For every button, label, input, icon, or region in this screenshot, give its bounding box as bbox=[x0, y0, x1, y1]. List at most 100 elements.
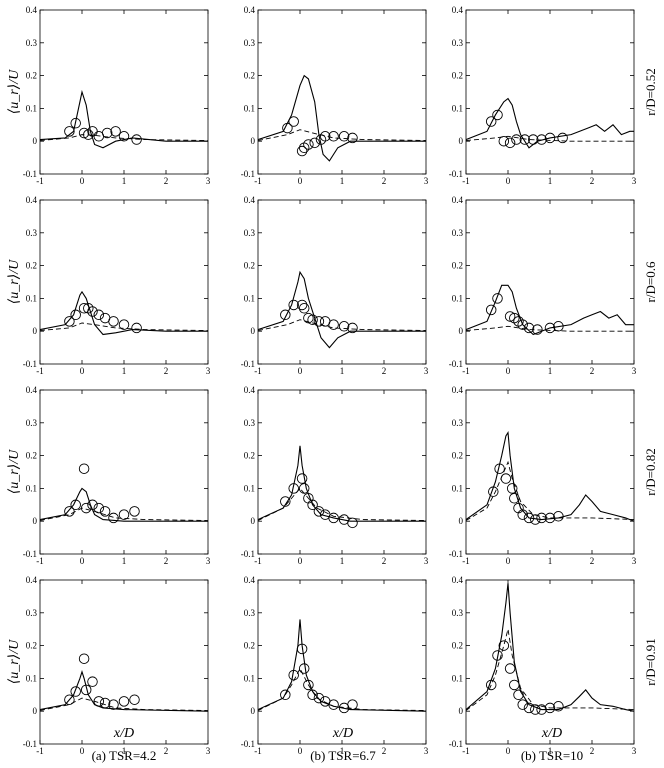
plot-frame bbox=[465, 579, 635, 745]
x-tick-label: 0 bbox=[298, 176, 303, 186]
x-tick-label: 0 bbox=[506, 176, 511, 186]
column-caption-2: (b) TSR=6.7 bbox=[310, 748, 376, 763]
measurement-marker bbox=[78, 463, 90, 474]
measurement-marker bbox=[536, 512, 547, 524]
x-tick-label: 2 bbox=[164, 556, 169, 566]
x-tick-label: 1 bbox=[548, 556, 553, 566]
x-tick-label: 3 bbox=[206, 556, 211, 566]
measurement-marker bbox=[87, 126, 98, 137]
x-tick-label: 1 bbox=[340, 556, 345, 566]
solid-series-line bbox=[466, 430, 634, 522]
measurement-marker bbox=[131, 322, 142, 334]
plot-frame bbox=[39, 389, 209, 555]
y-tick-label: 0.2 bbox=[26, 261, 37, 271]
plot-frame bbox=[257, 389, 427, 555]
x-tick-label: -1 bbox=[36, 556, 44, 566]
measurement-marker bbox=[530, 704, 541, 715]
y-tick-label: -0.1 bbox=[23, 169, 37, 179]
panel-grid: -1 0 1 2 3 -0.1 0 0.1 0.2 0.3 0.4 -1 0 1 2 3 -0.1 0 0.1 0.2… bbox=[23, 5, 637, 756]
x-tick-label: 1 bbox=[340, 366, 345, 376]
dashed-series-line bbox=[466, 325, 634, 332]
row-label-3: r/D=0.82 bbox=[643, 448, 658, 495]
y-tick-label: 0 bbox=[33, 136, 38, 146]
measurement-marker bbox=[307, 689, 318, 701]
y-tick-label: 0.4 bbox=[26, 195, 38, 205]
y-tick-label: 0.3 bbox=[244, 228, 256, 238]
measurement-marker bbox=[544, 512, 556, 524]
measurement-marker bbox=[64, 126, 75, 137]
measurement-marker bbox=[298, 142, 310, 154]
y-tick-label: 0.4 bbox=[244, 575, 256, 585]
measurement-marker bbox=[517, 319, 528, 330]
y-tick-label: 0 bbox=[33, 516, 38, 526]
x-tick-label: 3 bbox=[424, 366, 429, 376]
measurement-marker bbox=[80, 684, 92, 696]
measurement-marker bbox=[511, 134, 522, 145]
x-tick-label: 3 bbox=[632, 556, 637, 566]
solid-series-line bbox=[258, 74, 426, 162]
panel-r2-c3: -1 0 1 2 3 -0.1 0 0.1 0.2 0.3 0.4 bbox=[449, 195, 637, 376]
solid-series-line bbox=[466, 284, 634, 336]
measurement-marker bbox=[280, 309, 291, 321]
plot-frame bbox=[39, 9, 209, 175]
measurement-marker bbox=[131, 134, 142, 145]
measurement-marker bbox=[553, 701, 564, 712]
y-tick-label: 0.3 bbox=[26, 38, 38, 48]
plot-frame bbox=[465, 389, 635, 555]
y-tick-label: -0.1 bbox=[449, 739, 463, 749]
y-tick-label: -0.1 bbox=[23, 549, 37, 559]
column-caption-1: (a) TSR=4.2 bbox=[92, 748, 157, 763]
measurement-marker bbox=[93, 502, 105, 514]
y-tick-label: 0.2 bbox=[26, 641, 37, 651]
measurement-marker bbox=[494, 463, 505, 474]
plot-frame bbox=[39, 579, 209, 745]
x-axis-title-col-1: x/D bbox=[113, 726, 134, 741]
measurement-marker bbox=[492, 109, 503, 121]
measurement-marker bbox=[509, 492, 520, 504]
x-tick-label: 2 bbox=[590, 746, 595, 756]
measurement-marker bbox=[500, 473, 512, 484]
y-tick-label: 0.4 bbox=[452, 575, 464, 585]
x-tick-label: 0 bbox=[506, 556, 511, 566]
x-tick-label: 0 bbox=[298, 366, 303, 376]
x-tick-label: 1 bbox=[122, 176, 127, 186]
measurement-marker bbox=[328, 512, 339, 524]
y-tick-label: 0.3 bbox=[452, 228, 464, 238]
dashed-series-line bbox=[466, 460, 634, 521]
x-tick-label: 2 bbox=[382, 556, 387, 566]
measurement-marker bbox=[78, 127, 90, 139]
x-tick-label: 1 bbox=[122, 556, 127, 566]
measurement-marker bbox=[303, 679, 314, 691]
measurement-marker bbox=[338, 321, 350, 332]
x-tick-label: 3 bbox=[424, 556, 429, 566]
y-tick-label: 0.4 bbox=[244, 5, 256, 15]
x-tick-label: 3 bbox=[632, 366, 637, 376]
measurement-marker bbox=[313, 692, 325, 704]
plot-frame bbox=[39, 199, 209, 365]
x-tick-label: 2 bbox=[382, 366, 387, 376]
plot-frame bbox=[465, 199, 635, 365]
x-tick-label: 3 bbox=[206, 176, 211, 186]
measurement-marker bbox=[517, 699, 528, 710]
y-tick-label: -0.1 bbox=[449, 359, 463, 369]
x-tick-label: 1 bbox=[122, 366, 127, 376]
measurement-marker bbox=[282, 122, 293, 134]
x-axis-title-col-2: x/D bbox=[332, 726, 353, 741]
measurement-marker bbox=[70, 499, 81, 511]
measurement-marker bbox=[129, 694, 140, 705]
x-tick-label: -1 bbox=[254, 746, 262, 756]
measurement-marker bbox=[64, 694, 75, 705]
measurement-marker bbox=[118, 131, 130, 142]
panel-r1-c2: -1 0 1 2 3 -0.1 0 0.1 0.2 0.3 0.4 bbox=[241, 5, 429, 186]
x-tick-label: -1 bbox=[254, 556, 262, 566]
measurement-marker bbox=[110, 126, 121, 137]
x-tick-label: 3 bbox=[206, 746, 211, 756]
y-axis-title-row-3: ⟨u_r⟩/U bbox=[7, 449, 22, 494]
measurement-marker bbox=[517, 509, 528, 520]
x-tick-label: 1 bbox=[122, 746, 127, 756]
measurement-marker bbox=[536, 134, 547, 145]
solid-series-line bbox=[258, 445, 426, 522]
plot-frame bbox=[257, 199, 427, 365]
measurement-marker bbox=[509, 679, 520, 691]
x-tick-label: 3 bbox=[424, 746, 429, 756]
